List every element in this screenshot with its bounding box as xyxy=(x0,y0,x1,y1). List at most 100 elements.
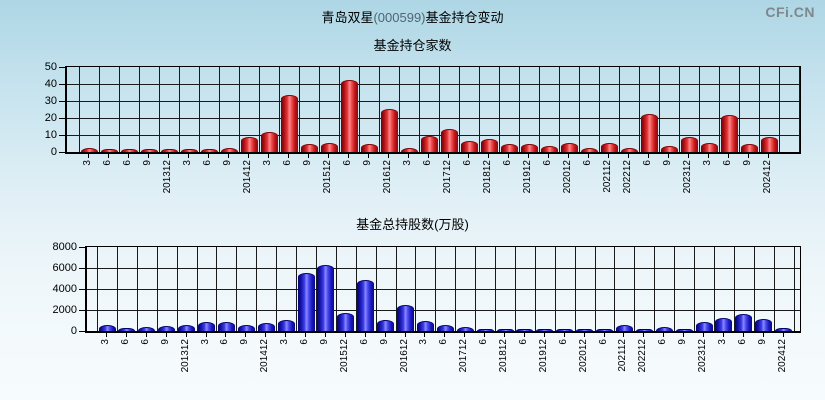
bar-3 xyxy=(700,142,718,152)
x-axis-tick xyxy=(464,333,466,337)
gridline-v xyxy=(239,67,240,152)
bar-9 xyxy=(237,325,255,331)
x-tick-label: 3 xyxy=(82,160,93,166)
bar-201812 xyxy=(480,139,498,152)
x-axis-tick xyxy=(205,333,207,337)
x-axis-tick xyxy=(588,154,589,158)
x-axis-tick xyxy=(543,333,545,337)
x-tick-label: 9 xyxy=(142,160,153,166)
gridline-v xyxy=(439,67,440,152)
x-tick-label: 9 xyxy=(239,339,251,345)
x-tick-label: 9 xyxy=(742,160,753,166)
x-tick-label: 6 xyxy=(122,160,133,166)
x-tick-label: 201612 xyxy=(382,160,393,194)
bar-6 xyxy=(118,327,136,331)
bar-3 xyxy=(416,320,434,331)
y-tick-label: 0 xyxy=(70,325,77,337)
bar-6 xyxy=(357,279,375,331)
gridline-v xyxy=(419,67,420,152)
x-tick-label: 201812 xyxy=(482,160,493,194)
x-axis-tick xyxy=(548,154,549,158)
y-tick-label: 50 xyxy=(44,61,57,73)
x-tick-label: 9 xyxy=(159,339,171,345)
x-axis-tick xyxy=(125,333,127,337)
x-axis-tick xyxy=(245,333,247,337)
y-tick-label: 2000 xyxy=(52,304,77,316)
x-axis-tick xyxy=(708,154,709,158)
bar-3 xyxy=(400,147,418,152)
x-tick-label: 3 xyxy=(418,339,430,345)
x-axis-tick xyxy=(225,333,227,337)
gridline-v xyxy=(339,67,340,152)
bar-6 xyxy=(540,145,558,152)
x-tick-label: 6 xyxy=(102,160,113,166)
bar-201612 xyxy=(380,108,398,152)
x-axis-tick xyxy=(623,333,625,337)
x-axis-tick xyxy=(384,333,386,337)
y-tick-label: 8000 xyxy=(52,241,77,253)
bar-9 xyxy=(220,147,238,152)
x-axis-tick xyxy=(185,333,187,337)
x-axis-tick xyxy=(364,333,366,337)
x-tick-label: 6 xyxy=(358,339,370,345)
gridline-v xyxy=(679,67,680,152)
bar-201912 xyxy=(536,328,554,331)
x-tick-label: 9 xyxy=(756,339,768,345)
x-tick-label: 201712 xyxy=(458,339,470,373)
gridline-v xyxy=(639,67,640,152)
x-axis-tick xyxy=(583,333,585,337)
bar-6 xyxy=(420,135,438,152)
bar-6 xyxy=(436,324,454,331)
x-tick-label: 9 xyxy=(302,160,313,166)
fund-shares-plot xyxy=(85,246,801,333)
x-axis-tick xyxy=(523,333,525,337)
gridline-h xyxy=(67,101,800,102)
x-axis-tick xyxy=(488,154,489,158)
bar-201912 xyxy=(520,144,538,152)
title-stock-code: (000599) xyxy=(373,10,426,25)
x-tick-label: 9 xyxy=(222,160,233,166)
x-axis-tick xyxy=(603,333,605,337)
x-tick-label: 201712 xyxy=(442,160,453,194)
x-axis-tick xyxy=(228,154,229,158)
x-tick-label: 3 xyxy=(199,339,211,345)
x-axis-tick xyxy=(128,154,129,158)
bar-3 xyxy=(715,318,733,331)
y-tick-label: 30 xyxy=(44,95,57,107)
y-axis-tick xyxy=(79,310,85,311)
y-tick-label: 40 xyxy=(44,78,57,90)
x-axis-tick xyxy=(248,154,249,158)
gridline-v xyxy=(299,67,300,152)
title-suffix: 基金持仓变动 xyxy=(425,10,504,25)
gridline-v xyxy=(479,67,480,152)
x-axis-tick xyxy=(608,154,609,158)
x-axis-tick xyxy=(663,333,665,337)
bar-3 xyxy=(277,319,295,331)
bar-201412 xyxy=(257,322,275,331)
x-tick-label: 202112 xyxy=(602,160,613,193)
x-axis-tick xyxy=(404,333,406,337)
gridline-v xyxy=(699,67,700,152)
x-tick-label: 201412 xyxy=(242,160,253,194)
x-tick-label: 6 xyxy=(542,160,553,166)
x-axis-tick xyxy=(448,154,449,158)
gridline-v xyxy=(519,67,520,152)
gridline-v xyxy=(759,67,760,152)
bar-201712 xyxy=(456,326,474,331)
x-axis-tick xyxy=(444,333,446,337)
gridline-v xyxy=(619,67,620,152)
x-axis-tick xyxy=(106,333,107,337)
gridline-v xyxy=(559,67,560,152)
cfi-logo: CFi.CN xyxy=(765,4,815,20)
bar-3 xyxy=(198,322,215,331)
x-tick-label: 6 xyxy=(582,160,593,166)
y-axis-tick xyxy=(59,118,65,119)
x-tick-label: 3 xyxy=(702,160,713,166)
title-stock-name: 青岛双星 xyxy=(321,10,374,25)
x-axis-tick xyxy=(168,154,169,158)
x-tick-label: 202212 xyxy=(622,160,633,194)
x-axis-tick xyxy=(408,154,409,158)
gridline-v xyxy=(99,67,100,152)
x-tick-label: 6 xyxy=(422,160,433,166)
